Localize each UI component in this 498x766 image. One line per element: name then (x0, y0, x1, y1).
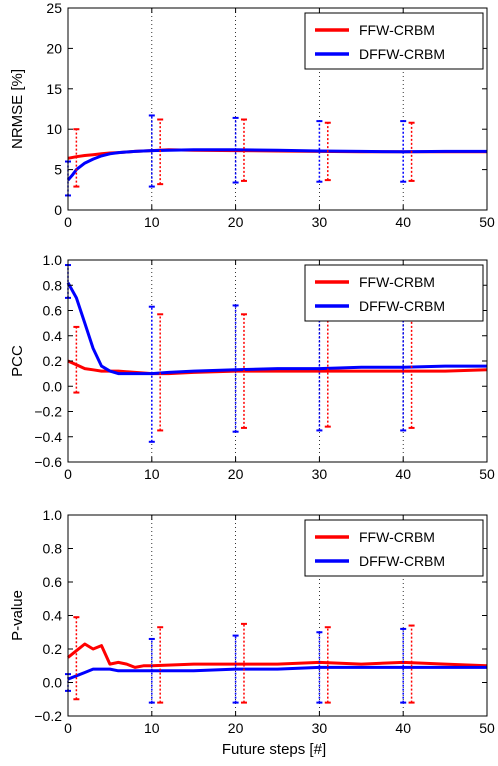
x-tick-label: 10 (144, 720, 160, 736)
y-tick-label: 1.0 (43, 252, 63, 268)
x-tick-label: 30 (312, 466, 328, 482)
legend-label-dffw-crbm: DFFW-CRBM (359, 46, 445, 62)
x-tick-label: 30 (312, 720, 328, 736)
y-tick-label: −0.2 (34, 708, 62, 724)
y-tick-label: 0.8 (43, 541, 63, 557)
nrmse-panel: 0 10 20 30 40 50 0 5 10 15 20 25 NRMSE [%] FFW-CRBM DF… (9, 0, 495, 230)
y-tick-label: −0.2 (34, 404, 62, 420)
y-tick-label: 10 (46, 121, 62, 137)
y-tick-label: −0.4 (34, 429, 62, 445)
pcc-panel: 0 10 20 30 40 50 −0.6 −0.4 −0.2 0.0 0.2 0.4 0.6 0.8 1.… (9, 252, 495, 482)
legend-label-ffw-crbm: FFW-CRBM (359, 529, 435, 545)
x-tick-label: 30 (312, 214, 328, 230)
legend-label-ffw-crbm: FFW-CRBM (359, 274, 435, 290)
x-tick-label: 40 (395, 214, 411, 230)
y-tick-label: 0.2 (43, 641, 63, 657)
y-axis-label: P-value (9, 590, 26, 641)
y-tick-label: 5 (54, 162, 62, 178)
plot-frame (67, 7, 488, 211)
legend-label-dffw-crbm: DFFW-CRBM (359, 553, 445, 569)
y-axis-label: NRMSE [%] (9, 69, 26, 149)
y-tick-label: 0.6 (43, 574, 63, 590)
y-tick-label: 0.4 (43, 608, 63, 624)
legend-box (304, 519, 484, 577)
x-tick-label: 0 (64, 466, 72, 482)
legend-label-dffw-crbm: DFFW-CRBM (359, 298, 445, 314)
x-tick-label: 10 (144, 214, 160, 230)
y-tick-label: 0.6 (43, 303, 63, 319)
y-tick-label: 15 (46, 81, 62, 97)
x-tick-label: 40 (395, 466, 411, 482)
y-tick-label: 0.8 (43, 277, 63, 293)
y-tick-label: 1.0 (43, 507, 63, 523)
legend-box (304, 264, 484, 322)
y-tick-label: 0.0 (43, 675, 63, 691)
x-tick-label: 20 (228, 214, 244, 230)
y-tick-label: 0 (54, 202, 62, 218)
y-tick-label: −0.6 (34, 454, 62, 470)
legend-box (304, 12, 484, 70)
x-tick-label: 50 (479, 720, 495, 736)
x-axis-label: Future steps [#] (222, 741, 326, 758)
x-tick-label: 50 (479, 214, 495, 230)
y-tick-label: 0.2 (43, 353, 63, 369)
series-line-dffw-crbm (67, 665, 487, 681)
x-tick-label: 0 (64, 720, 72, 736)
x-tick-label: 20 (228, 466, 244, 482)
x-tick-label: 0 (64, 214, 72, 230)
y-tick-label: 20 (46, 40, 62, 56)
y-tick-label: 0.0 (43, 378, 63, 394)
x-tick-label: 10 (144, 466, 160, 482)
series-line-dffw-crbm (66, 148, 487, 182)
p-value-panel: 0 10 20 30 40 50 −0.2 0.0 0.2 0.4 0.6 0.8 1.0 P-value… (9, 507, 495, 736)
x-tick-label: 50 (479, 466, 495, 482)
legend-label-ffw-crbm: FFW-CRBM (359, 22, 435, 38)
y-tick-label: 0.4 (43, 328, 63, 344)
x-tick-label: 40 (395, 720, 411, 736)
x-tick-label: 20 (228, 720, 244, 736)
y-axis-label: PCC (9, 345, 26, 377)
y-tick-label: 25 (46, 0, 62, 16)
series-line-ffw-crbm (67, 642, 488, 669)
